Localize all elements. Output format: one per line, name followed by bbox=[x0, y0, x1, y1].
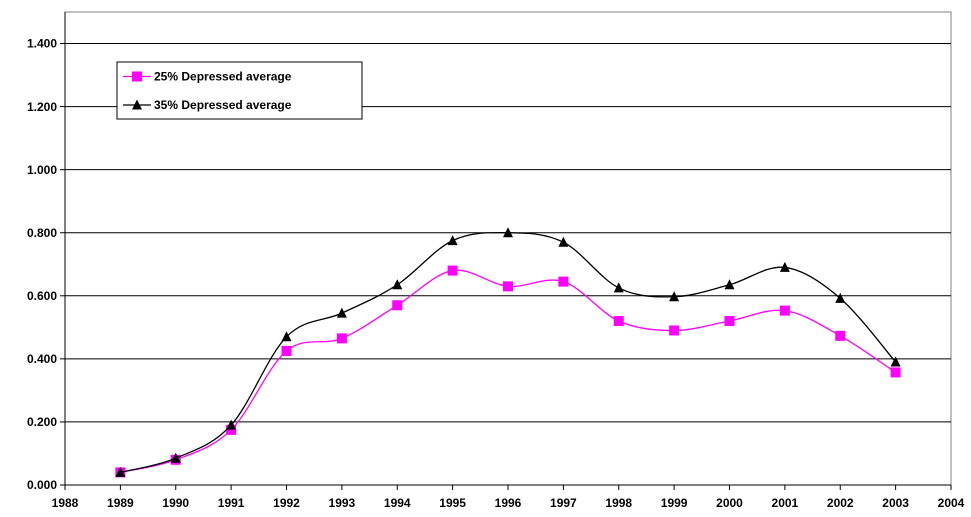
marker bbox=[779, 305, 790, 316]
marker bbox=[669, 291, 680, 302]
x-tick-label: 1998 bbox=[605, 496, 632, 510]
marker bbox=[281, 345, 292, 356]
x-tick-label: 1994 bbox=[384, 496, 411, 510]
marker bbox=[226, 419, 237, 430]
x-tick-label: 2002 bbox=[827, 496, 854, 510]
marker bbox=[890, 356, 901, 367]
x-tick-label: 1988 bbox=[52, 496, 79, 510]
legend-label: 35% Depressed average bbox=[154, 98, 292, 112]
marker bbox=[281, 331, 292, 342]
x-tick-label: 2004 bbox=[938, 496, 965, 510]
marker bbox=[724, 316, 735, 327]
marker bbox=[890, 367, 901, 378]
marker bbox=[613, 316, 624, 327]
marker bbox=[226, 424, 237, 435]
y-tick-label: 1.000 bbox=[27, 163, 57, 177]
marker bbox=[392, 300, 403, 311]
legend-item: 25% Depressed average bbox=[123, 70, 292, 84]
x-tick-label: 1989 bbox=[107, 496, 134, 510]
x-tick-label: 1995 bbox=[439, 496, 466, 510]
marker bbox=[503, 227, 513, 238]
y-tick-label: 0.400 bbox=[27, 352, 57, 366]
marker bbox=[779, 261, 790, 272]
y-tick-label: 1.400 bbox=[27, 37, 57, 51]
marker bbox=[336, 307, 347, 318]
marker bbox=[170, 452, 181, 463]
marker bbox=[724, 279, 735, 290]
marker bbox=[115, 466, 126, 477]
series-line bbox=[120, 269, 896, 474]
y-tick-label: 1.200 bbox=[27, 100, 57, 114]
x-tick-label: 1993 bbox=[329, 496, 356, 510]
x-tick-label: 1991 bbox=[218, 496, 245, 510]
marker bbox=[132, 99, 142, 110]
marker bbox=[835, 292, 846, 303]
x-tick-label: 1999 bbox=[661, 496, 688, 510]
y-tick-label: 0.000 bbox=[27, 478, 57, 492]
x-tick-label: 1996 bbox=[495, 496, 522, 510]
x-tick-label: 2000 bbox=[716, 496, 743, 510]
legend: 25% Depressed average 35% Depressed avera… bbox=[116, 61, 363, 120]
y-tick-label: 0.200 bbox=[27, 415, 57, 429]
marker bbox=[558, 236, 569, 247]
x-tick-label: 2001 bbox=[772, 496, 799, 510]
marker bbox=[447, 235, 458, 246]
legend-item: 35% Depressed average bbox=[123, 98, 292, 112]
x-tick-label: 2003 bbox=[882, 496, 909, 510]
marker bbox=[447, 265, 458, 276]
marker bbox=[558, 276, 569, 287]
x-tick-label: 1997 bbox=[550, 496, 577, 510]
marker bbox=[336, 333, 347, 344]
marker bbox=[613, 282, 624, 293]
legend-box bbox=[116, 61, 363, 120]
marker bbox=[392, 279, 403, 290]
marker bbox=[132, 71, 142, 82]
marker bbox=[503, 281, 513, 292]
marker bbox=[835, 330, 846, 341]
legend-label: 25% Depressed average bbox=[154, 70, 292, 84]
x-tick-label: 1992 bbox=[273, 496, 300, 510]
x-tick-label: 1990 bbox=[162, 496, 189, 510]
marker bbox=[669, 325, 680, 336]
y-tick-label: 0.800 bbox=[27, 226, 57, 240]
y-tick-label: 0.600 bbox=[27, 289, 57, 303]
